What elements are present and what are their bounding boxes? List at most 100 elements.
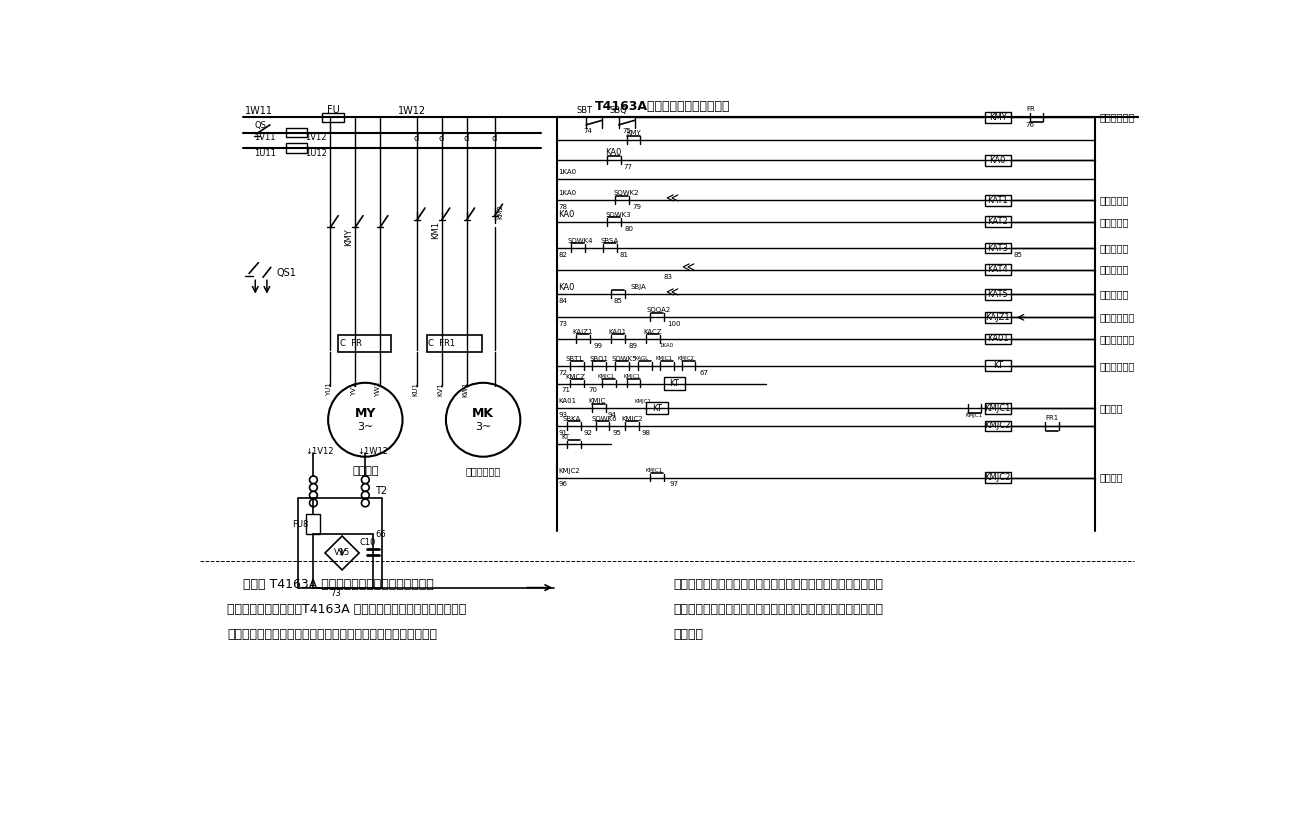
Text: KT: KT <box>562 434 570 440</box>
Text: 刀具松紧延时: 刀具松紧延时 <box>1099 361 1134 371</box>
Text: FU: FU <box>327 105 340 115</box>
Bar <box>985 333 1010 344</box>
Text: 1W11: 1W11 <box>245 106 273 116</box>
Bar <box>298 498 381 589</box>
Text: 85: 85 <box>1014 252 1023 258</box>
Text: KA0: KA0 <box>558 283 575 291</box>
Bar <box>985 421 1010 432</box>
Bar <box>426 335 482 352</box>
Text: SQQA2: SQQA2 <box>647 307 671 313</box>
Text: 73: 73 <box>331 590 341 598</box>
Bar <box>286 128 307 137</box>
Text: 78: 78 <box>558 205 567 210</box>
Text: 纵向和横向进给、主轴箱的升降等都采用液压装置和电气控制。
刀具的放松、夹紧用异步电动机拖动。控制电路有比较完善的联
锁关系。: 纵向和横向进给、主轴箱的升降等都采用液压装置和电气控制。 刀具的放松、夹紧用异步… <box>673 578 882 640</box>
Text: QS1: QS1 <box>276 268 296 278</box>
Text: 96: 96 <box>558 482 567 488</box>
Text: KMJC2: KMJC2 <box>985 473 1010 482</box>
Text: KM2: KM2 <box>497 205 504 220</box>
Text: KM1: KM1 <box>432 220 441 239</box>
Text: KMJC1: KMJC1 <box>985 403 1010 412</box>
Text: 73: 73 <box>558 321 567 327</box>
Text: SBT1: SBT1 <box>566 356 583 362</box>
Text: 刀具夹紧: 刀具夹紧 <box>1099 403 1123 413</box>
Bar <box>985 195 1010 205</box>
Text: ≪: ≪ <box>665 192 678 205</box>
Text: KAT4: KAT4 <box>987 265 1008 274</box>
Text: KAT5: KAT5 <box>987 290 1008 299</box>
Text: 1V12: 1V12 <box>305 134 327 143</box>
Text: 主电动机起动: 主电动机起动 <box>1099 334 1134 344</box>
Text: 主电动机励磁: 主电动机励磁 <box>1099 312 1134 322</box>
Text: KMJC1: KMJC1 <box>965 412 982 418</box>
Bar <box>646 402 668 414</box>
Text: KMJC1: KMJC1 <box>624 374 641 379</box>
Bar <box>306 514 320 534</box>
Text: 70: 70 <box>589 387 597 393</box>
Text: 工作台纵进: 工作台纵进 <box>1099 195 1129 205</box>
Text: 94: 94 <box>609 412 616 418</box>
Bar <box>985 264 1010 275</box>
Circle shape <box>310 499 318 507</box>
Bar <box>985 402 1010 413</box>
Text: 89: 89 <box>629 343 638 349</box>
Text: KMY: KMY <box>988 113 1006 122</box>
Bar <box>339 335 391 352</box>
Bar <box>985 154 1010 165</box>
Text: YW1: YW1 <box>376 381 381 397</box>
Text: 刀具松开: 刀具松开 <box>1099 473 1123 483</box>
Text: ≪: ≪ <box>665 286 678 299</box>
Text: 93: 93 <box>558 412 567 418</box>
Text: 81: 81 <box>620 252 628 258</box>
Text: SBT: SBT <box>578 106 593 114</box>
Bar <box>985 361 1010 372</box>
Text: d: d <box>491 134 496 143</box>
Text: 84: 84 <box>558 298 567 304</box>
Text: KMJC2: KMJC2 <box>621 416 643 422</box>
Text: 66: 66 <box>376 530 386 539</box>
Text: 67: 67 <box>699 370 708 376</box>
Text: 3~: 3~ <box>475 423 491 433</box>
Text: KMY: KMY <box>344 229 353 246</box>
Text: 1W12: 1W12 <box>398 106 426 116</box>
Text: 79: 79 <box>632 205 641 210</box>
Bar <box>985 112 1010 123</box>
Text: 油泵电机: 油泵电机 <box>353 466 379 476</box>
Text: SQWK5: SQWK5 <box>612 356 637 362</box>
Text: FR: FR <box>1026 106 1035 113</box>
Text: 80: 80 <box>624 225 633 232</box>
Text: YU1: YU1 <box>326 382 332 396</box>
Text: 主轴箱松开: 主轴箱松开 <box>1099 289 1129 299</box>
Bar <box>985 243 1010 254</box>
Text: 1U12: 1U12 <box>305 149 327 158</box>
Text: 71: 71 <box>562 387 570 393</box>
Text: KMJC1: KMJC1 <box>597 374 614 379</box>
Circle shape <box>362 491 370 499</box>
Bar <box>985 289 1010 300</box>
Bar <box>664 377 685 390</box>
Text: 95: 95 <box>612 430 621 436</box>
Text: KMJC2: KMJC2 <box>558 468 580 473</box>
Text: KA01: KA01 <box>609 329 627 335</box>
Text: KAJZ1: KAJZ1 <box>572 329 593 335</box>
Circle shape <box>362 499 370 507</box>
Text: V15: V15 <box>333 549 350 558</box>
Text: 74: 74 <box>584 128 593 134</box>
Text: QS: QS <box>255 121 266 130</box>
Text: SBKA: SBKA <box>562 416 580 422</box>
Text: SQWK4: SQWK4 <box>567 238 593 244</box>
Text: FU8: FU8 <box>292 520 307 529</box>
Text: 主轴箱下降: 主轴箱下降 <box>1099 265 1129 275</box>
Circle shape <box>310 491 318 499</box>
Text: d: d <box>464 134 469 143</box>
Circle shape <box>328 382 403 457</box>
Text: KA01: KA01 <box>987 334 1009 343</box>
Text: KMCZ: KMCZ <box>566 373 585 380</box>
Text: KT: KT <box>651 403 662 412</box>
Text: 99: 99 <box>594 343 603 349</box>
Text: KAT2: KAT2 <box>987 217 1008 226</box>
Text: KA01: KA01 <box>558 398 576 404</box>
Text: 所示为 T4163A 型单柱坐标镗床电气原理图中接触
器、继电器电路部分。T4163A 型单柱坐标镗床，主轴采用直流电
机拖动，由晶闸管整流电路供电。机床的进给: 所示为 T4163A 型单柱坐标镗床电气原理图中接触 器、继电器电路部分。T41… <box>227 578 466 640</box>
Text: KMY: KMY <box>627 129 641 135</box>
Text: 1KA0: 1KA0 <box>558 190 576 196</box>
Text: KA0: KA0 <box>606 148 621 157</box>
